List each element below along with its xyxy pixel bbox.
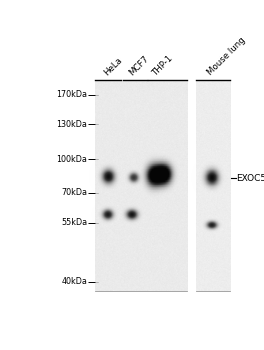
Text: 130kDa: 130kDa [56, 120, 87, 129]
Bar [196, 81, 230, 291]
Text: 70kDa: 70kDa [61, 188, 87, 197]
Text: 100kDa: 100kDa [56, 155, 87, 164]
Text: 55kDa: 55kDa [61, 218, 87, 227]
Text: HeLa: HeLa [102, 55, 124, 77]
Text: 40kDa: 40kDa [61, 277, 87, 286]
Text: THP-1: THP-1 [152, 53, 176, 77]
Text: 170kDa: 170kDa [56, 90, 87, 99]
Text: Mouse lung: Mouse lung [206, 35, 247, 77]
Text: MCF7: MCF7 [127, 54, 150, 77]
Text: EXOC5: EXOC5 [236, 174, 264, 183]
Bar [95, 81, 187, 291]
